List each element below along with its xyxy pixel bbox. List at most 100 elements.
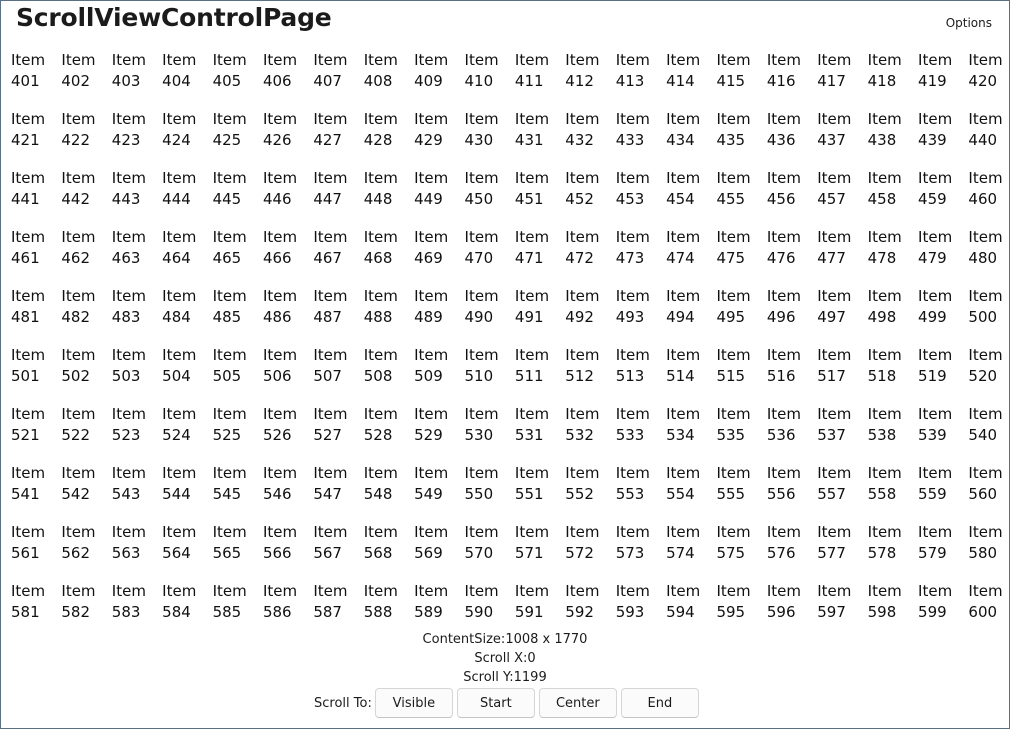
- list-item-prefix: Item: [766, 169, 802, 187]
- scroll-to-end-button[interactable]: End: [620, 688, 699, 718]
- list-item: Item 416: [757, 53, 807, 109]
- list-item: Item 506: [253, 345, 303, 404]
- list-item: Item 501: [1, 345, 51, 404]
- list-item-number: 560: [968, 485, 998, 503]
- list-item-number: 450: [464, 190, 494, 208]
- list-item-number: 569: [414, 544, 443, 562]
- list-item: Item 480: [958, 227, 1008, 286]
- list-item-prefix: Item: [514, 405, 550, 423]
- list-item-number: 564: [162, 544, 191, 562]
- list-item: Item 492: [555, 286, 605, 345]
- list-item-number: 429: [414, 131, 443, 149]
- list-item: Item 440: [958, 109, 1008, 168]
- list-item: Item 528: [354, 404, 404, 463]
- list-item-number: 459: [918, 190, 947, 208]
- list-item-prefix: Item: [262, 169, 298, 187]
- list-item-number: 477: [817, 249, 846, 267]
- list-item-prefix: Item: [313, 53, 348, 69]
- list-item-prefix: Item: [162, 53, 197, 69]
- list-item-number: 424: [162, 131, 191, 149]
- list-item-prefix: Item: [313, 287, 348, 305]
- list-item-prefix: Item: [766, 53, 802, 69]
- list-item: Item 438: [858, 109, 908, 168]
- list-item-number: 437: [817, 131, 846, 149]
- list-item-prefix: Item: [867, 346, 902, 364]
- list-item-number: 409: [414, 72, 443, 90]
- list-item: Item 418: [858, 53, 908, 109]
- list-item: Item 456: [757, 168, 807, 227]
- scroll-to-bar: Scroll To: Visible Start Center End: [314, 687, 703, 719]
- list-item-number: 585: [212, 603, 242, 621]
- list-item: Item 574: [656, 522, 706, 581]
- list-item-prefix: Item: [262, 523, 298, 541]
- list-item-prefix: Item: [766, 228, 802, 246]
- list-item-number: 515: [716, 367, 746, 385]
- list-item-prefix: Item: [716, 405, 751, 423]
- list-item-number: 492: [565, 308, 594, 326]
- list-item-number: 513: [615, 367, 645, 385]
- list-item-prefix: Item: [414, 582, 449, 600]
- list-item: Item 581: [1, 581, 51, 625]
- list-item-prefix: Item: [514, 287, 550, 305]
- scroll-view[interactable]: Item 401 Item 402 Item 403 Item 404 Item 405 Item 4…: [1, 53, 1009, 625]
- list-item-number: 594: [666, 603, 695, 621]
- list-item-prefix: Item: [414, 228, 449, 246]
- list-item-number: 503: [111, 367, 141, 385]
- list-item-number: 538: [867, 426, 897, 444]
- list-item: Item 488: [354, 286, 404, 345]
- scroll-to-visible-button[interactable]: Visible: [374, 688, 453, 718]
- list-item-number: 568: [363, 544, 393, 562]
- list-item-number: 461: [11, 249, 40, 267]
- list-item-prefix: Item: [565, 405, 600, 423]
- list-item: Item 534: [656, 404, 706, 463]
- list-item-number: 533: [615, 426, 645, 444]
- list-item-number: 510: [464, 367, 494, 385]
- list-item-prefix: Item: [514, 346, 550, 364]
- list-item-prefix: Item: [464, 53, 499, 69]
- list-item-number: 418: [867, 72, 897, 90]
- list-item: Item 461: [1, 227, 51, 286]
- list-item-prefix: Item: [666, 405, 701, 423]
- list-item-prefix: Item: [615, 53, 650, 69]
- list-item: Item 477: [807, 227, 857, 286]
- list-item: Item 540: [958, 404, 1008, 463]
- item-row: Item 421 Item 422 Item 423 Item 424 Item 425 Item 4…: [1, 109, 1009, 168]
- list-item-number: 567: [313, 544, 342, 562]
- list-item: Item 448: [354, 168, 404, 227]
- scroll-to-start-button[interactable]: Start: [456, 688, 535, 718]
- list-item-number: 423: [111, 131, 141, 149]
- list-item: Item 446: [253, 168, 303, 227]
- list-item-prefix: Item: [766, 346, 802, 364]
- list-item-number: 498: [867, 308, 897, 326]
- list-item: Item 415: [706, 53, 756, 109]
- list-item: Item 539: [908, 404, 958, 463]
- list-item: Item 522: [51, 404, 101, 463]
- list-item-number: 589: [414, 603, 443, 621]
- list-item-number: 445: [212, 190, 242, 208]
- scroll-x-label: Scroll X:0: [474, 651, 536, 666]
- list-item: Item 431: [505, 109, 555, 168]
- list-item-number: 520: [968, 367, 998, 385]
- list-item: Item 511: [505, 345, 555, 404]
- scroll-to-center-button[interactable]: Center: [538, 688, 617, 718]
- list-item-prefix: Item: [262, 346, 298, 364]
- list-item-prefix: Item: [11, 169, 46, 187]
- list-item: Item 517: [807, 345, 857, 404]
- list-item-number: 436: [766, 131, 796, 149]
- options-button[interactable]: Options: [945, 16, 992, 30]
- list-item-prefix: Item: [565, 464, 600, 482]
- list-item: Item 479: [908, 227, 958, 286]
- list-item-number: 595: [716, 603, 746, 621]
- list-item-number: 428: [363, 131, 393, 149]
- list-item: Item 428: [354, 109, 404, 168]
- list-item-number: 501: [11, 367, 40, 385]
- list-item: Item 518: [858, 345, 908, 404]
- list-item-prefix: Item: [313, 405, 348, 423]
- list-item-number: 553: [615, 485, 645, 503]
- list-item-number: 447: [313, 190, 342, 208]
- list-item-prefix: Item: [414, 169, 449, 187]
- list-item-number: 516: [766, 367, 796, 385]
- list-item-prefix: Item: [817, 110, 852, 128]
- list-item: Item 421: [1, 109, 51, 168]
- list-item-prefix: Item: [464, 287, 499, 305]
